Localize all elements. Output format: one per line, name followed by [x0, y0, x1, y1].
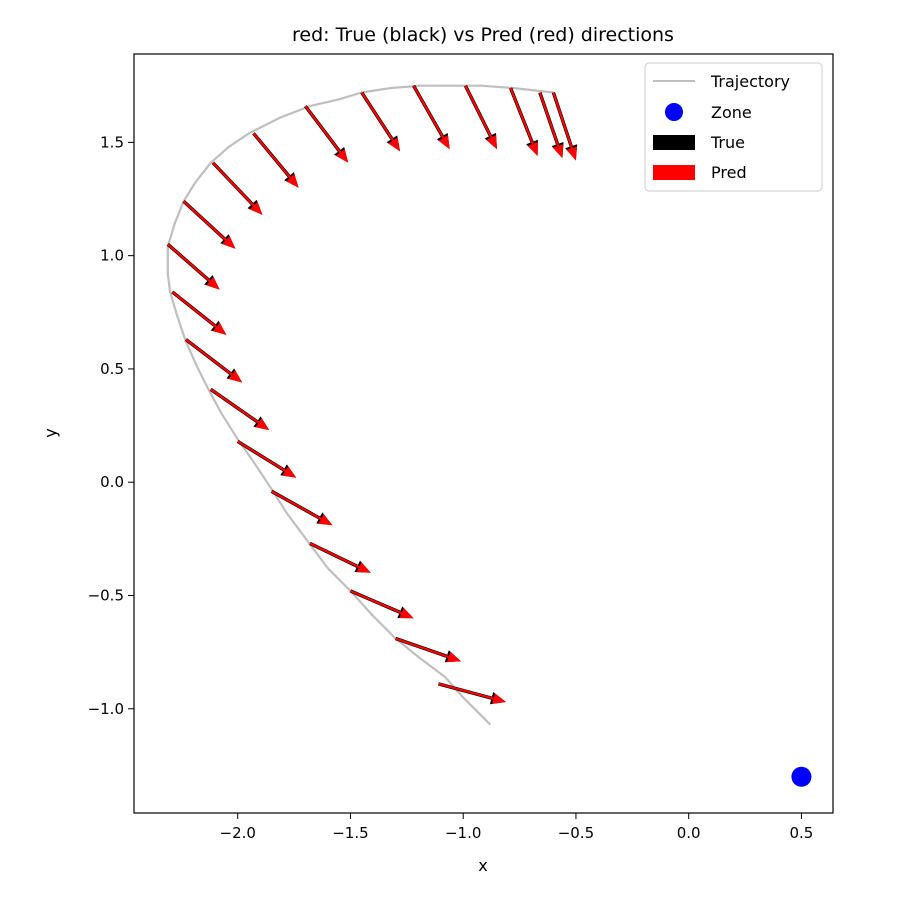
pred-arrow-12-head: [286, 174, 299, 188]
pred-arrow-12: [252, 132, 299, 188]
chart-title: red: True (black) vs Pred (red) directio…: [292, 24, 674, 46]
legend-label-pred: Pred: [711, 163, 747, 182]
pred-arrow-1: [395, 637, 461, 663]
pred-arrow-8-head: [212, 322, 227, 335]
pred-arrow-0-head: [492, 693, 506, 704]
x-axis-ticks: −2.0 −1.5 −1.0 −0.5 0.0 0.5: [220, 813, 814, 842]
plot-frame: [133, 53, 834, 814]
pred-arrow-3: [309, 542, 371, 573]
pred-arrow-7-head: [228, 370, 243, 383]
trajectory-layer: [166, 84, 554, 726]
pred-arrow-15-shaft: [412, 85, 445, 139]
pred-arrow-19-head: [566, 146, 577, 161]
pred-arrow-0: [438, 682, 506, 704]
pred-arrow-17-head: [527, 141, 538, 156]
pred-arrow-16: [464, 85, 497, 150]
pred-arrow-6-head: [255, 418, 270, 431]
pred-arrow-18-head: [553, 144, 564, 159]
pred-arrow-2-head: [399, 608, 414, 619]
pred-arrow-5-head: [282, 466, 297, 478]
legend-label-true: True: [710, 133, 745, 152]
pred-arrow-11-shaft: [212, 161, 255, 207]
pred-arrow-3-shaft: [309, 542, 360, 569]
legend-label-zone: Zone: [711, 103, 752, 122]
x-tick-label: −1.5: [332, 824, 368, 842]
pred-arrow-5-shaft: [237, 440, 286, 472]
pred-arrow-15-head: [438, 135, 450, 150]
pred-arrow-16-head: [486, 135, 497, 150]
legend-box: [644, 62, 823, 192]
pred-arrow-12-shaft: [252, 132, 292, 179]
pred-arrow-8-shaft: [171, 291, 217, 328]
pred-arrow-10-head: [222, 236, 236, 249]
pred-arrow-5: [237, 440, 297, 478]
pred-arrow-9-head: [206, 277, 220, 290]
pred-arrow-0-shaft: [438, 682, 494, 700]
y-tick-label: −1.0: [88, 700, 124, 718]
pred-arrow-13: [304, 105, 349, 163]
pred-arrow-14-shaft: [360, 91, 394, 142]
pred-arrow-14-head: [388, 137, 401, 152]
pred-arrow-18-shaft: [538, 92, 560, 147]
pred-arrow-19: [552, 92, 577, 161]
pred-arrow-1-head: [446, 651, 461, 663]
pred-arrow-6: [210, 388, 270, 431]
pred-arrow-6-shaft: [210, 388, 260, 424]
legend-label-trajectory: Trajectory: [710, 72, 790, 91]
y-axis-ticks: −1.0 −0.5 0.0 0.5 1.0 1.5: [88, 133, 134, 718]
pred-arrow-3-head: [356, 562, 371, 573]
pred-arrow-4: [271, 490, 333, 526]
legend: Trajectory Zone True Pred: [644, 62, 823, 192]
legend-zone-marker: [665, 103, 683, 121]
pred-arrow-2: [350, 589, 414, 619]
pred-arrow-7-shaft: [185, 338, 233, 376]
pred-arrow-18: [538, 92, 564, 159]
pred-arrow-10-shaft: [182, 200, 227, 241]
x-tick-label: 0.0: [677, 824, 701, 842]
pred-arrow-14: [360, 91, 401, 152]
x-tick-label: −0.5: [558, 824, 594, 842]
y-tick-label: 0.0: [100, 473, 124, 491]
pred-arrow-13-head: [336, 149, 349, 163]
zone-marker: [791, 766, 812, 787]
pred-arrow-17: [509, 87, 538, 156]
zone-layer: [791, 766, 812, 787]
pred-arrow-7: [185, 338, 243, 383]
pred-arrow-2-shaft: [350, 589, 403, 615]
pred-arrow-17-shaft: [509, 87, 534, 145]
y-tick-label: 1.5: [100, 133, 124, 151]
legend-pred-patch: [653, 165, 695, 180]
pred-arrow-10: [182, 200, 236, 249]
legend-true-patch: [653, 135, 695, 150]
pred-arrow-15: [412, 85, 450, 150]
x-tick-label: −2.0: [220, 824, 256, 842]
y-axis-label: y: [41, 428, 60, 437]
y-tick-label: −0.5: [88, 586, 124, 604]
pred-arrow-9: [167, 243, 220, 290]
pred-arrow-1-shaft: [395, 637, 450, 658]
y-tick-label: 1.0: [100, 247, 124, 265]
x-tick-label: −1.0: [445, 824, 481, 842]
x-tick-label: 0.5: [790, 824, 814, 842]
trajectory-line: [166, 84, 554, 726]
pred-arrow-11-head: [249, 201, 263, 215]
pred-arrow-19-shaft: [552, 92, 573, 149]
pred-arrow-11: [212, 161, 263, 215]
pred-arrow-13-shaft: [304, 105, 342, 154]
x-axis-label: x: [478, 856, 487, 875]
y-tick-label: 0.5: [100, 360, 124, 378]
pred-arrow-9-shaft: [167, 243, 211, 282]
pred-arrow-8: [171, 291, 227, 335]
pred-arrow-4-shaft: [271, 490, 322, 520]
pred-arrow-16-shaft: [464, 85, 493, 139]
arrow-layer: [166, 84, 578, 705]
pred-arrow-4-head: [318, 514, 333, 526]
